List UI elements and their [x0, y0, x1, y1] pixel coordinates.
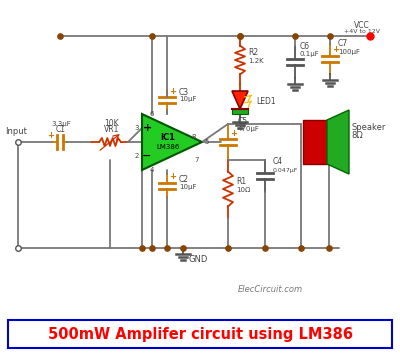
Text: 10μF: 10μF [179, 184, 196, 190]
Text: +: + [48, 131, 54, 141]
Text: 470μF: 470μF [238, 126, 260, 132]
Text: C3: C3 [179, 88, 189, 97]
Text: +: + [170, 86, 176, 96]
Text: C2: C2 [179, 175, 189, 184]
Text: +4V to 12V: +4V to 12V [344, 29, 380, 34]
Text: 10Ω: 10Ω [236, 187, 250, 193]
Text: R2: R2 [248, 48, 258, 57]
Text: LED1: LED1 [256, 97, 276, 106]
Text: 7: 7 [195, 157, 199, 163]
Text: LM386: LM386 [156, 144, 180, 150]
Text: IC1: IC1 [160, 133, 176, 143]
Text: C7: C7 [338, 39, 348, 48]
Polygon shape [142, 114, 202, 170]
Text: 8Ω: 8Ω [351, 131, 363, 140]
Text: C5: C5 [238, 117, 248, 126]
Text: 500mW Amplifer circuit using LM386: 500mW Amplifer circuit using LM386 [48, 326, 352, 342]
Text: +: + [332, 46, 340, 55]
Text: Speaker: Speaker [351, 123, 385, 132]
Text: 4: 4 [150, 167, 154, 173]
Text: 0.047μF: 0.047μF [273, 168, 298, 173]
Text: ElecCircuit.com: ElecCircuit.com [238, 285, 302, 294]
Text: 8: 8 [192, 134, 196, 140]
Text: +: + [170, 172, 176, 181]
Text: VR1: VR1 [104, 125, 120, 134]
Text: +: + [142, 123, 152, 133]
Text: 0.1μF: 0.1μF [300, 51, 320, 57]
Text: R1: R1 [236, 177, 246, 186]
Polygon shape [232, 91, 248, 109]
Text: 2: 2 [135, 153, 139, 159]
Text: VCC: VCC [354, 21, 370, 30]
Text: −: − [142, 151, 152, 161]
Text: 100μF: 100μF [338, 49, 360, 55]
Text: GND: GND [188, 255, 208, 264]
Text: C4: C4 [273, 157, 283, 166]
Text: 5: 5 [204, 139, 208, 145]
Text: 6: 6 [150, 111, 154, 117]
Text: C1: C1 [56, 125, 66, 134]
Bar [232, 109, 248, 114]
Text: 3.3μF: 3.3μF [51, 121, 71, 127]
Text: 10μF: 10μF [179, 96, 196, 102]
FancyBboxPatch shape [8, 320, 392, 348]
Polygon shape [327, 110, 349, 174]
Text: C6: C6 [300, 42, 310, 51]
Bar [303, 120, 327, 164]
Text: 10K: 10K [105, 119, 119, 128]
Text: Input: Input [5, 127, 27, 136]
Text: 1.2K: 1.2K [248, 58, 264, 64]
Text: +: + [230, 129, 238, 137]
Text: 3: 3 [134, 125, 139, 131]
